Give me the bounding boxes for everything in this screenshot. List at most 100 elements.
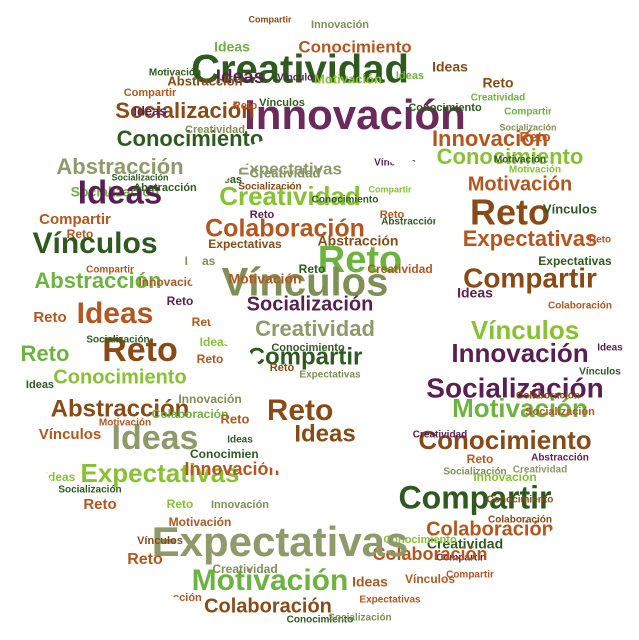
cloud-word: Abstracción (318, 233, 399, 249)
cloud-word: Compartir (124, 87, 177, 99)
cloud-word: Ideas (78, 174, 162, 211)
cloud-word: Colaboración (548, 301, 612, 312)
cloud-word: Socialización (525, 406, 595, 418)
cloud-word: Innovación (178, 392, 241, 406)
cloud-word: Vínculos (405, 572, 455, 586)
cloud-word: Ideas (294, 420, 355, 447)
cloud-word: Compartir (248, 343, 363, 370)
cloud-word: Socialización (443, 467, 506, 478)
cloud-word: Vínculos (543, 201, 597, 216)
cloud-word: Compartir (504, 107, 552, 118)
cloud-word: Creatividad (427, 536, 503, 552)
cloud-word: Expectativas (463, 226, 598, 251)
cloud-word: Motivación (314, 71, 382, 86)
cloud-word: Vínculos (32, 227, 157, 260)
cloud-word: Expectativas (238, 159, 342, 178)
cloud-word: Reto (467, 452, 494, 466)
lightbulb-outline (186, 130, 454, 478)
cloud-word: Socialización (71, 184, 160, 200)
cloud-word: Reto (482, 75, 513, 91)
cloud-word: Reto (221, 411, 250, 426)
cloud-word: Socialización (86, 335, 149, 346)
cloud-word: Reto (380, 209, 405, 221)
cloud-word: Vínculos (137, 535, 183, 547)
cloud-word: Abstracción (133, 182, 197, 194)
cloud-word: Reto (33, 309, 66, 326)
cloud-word: Motivación (468, 173, 572, 195)
cloud-word: Socialización (247, 293, 374, 315)
cloud-word: Ideas (216, 67, 265, 88)
cloud-word: Reto (267, 394, 334, 427)
cloud-word: Ideas (45, 470, 76, 484)
cloud-word: Compartir (399, 479, 552, 515)
cloud-word: Socialización (328, 613, 391, 624)
cloud-word: Ideas (457, 285, 493, 301)
cloud-word: Creatividad (212, 562, 277, 576)
cloud-word: Vínculos (471, 315, 579, 345)
cloud-word: Creatividad (413, 430, 467, 441)
cloud-word: Creatividad (367, 262, 432, 276)
cloud-word: Creatividad (471, 93, 525, 104)
cloud-word: Expectativas (81, 458, 240, 488)
cloud-word: Socialización (111, 172, 168, 182)
cloud-word: Abstracción (56, 154, 183, 179)
cloud-word: Conocimiento (418, 425, 591, 455)
cloud-word: Reto (167, 497, 194, 511)
cloud-word: Motivación (452, 393, 588, 423)
cloud-word: Colaboración (205, 215, 365, 243)
cloud-word: Motivación (494, 155, 546, 166)
cloud-word: Reto (470, 192, 550, 233)
cloud-word: Socialización (115, 98, 254, 123)
cloud-word: Vínculos (277, 73, 319, 84)
cloud-word: Innovación (244, 91, 466, 138)
cloud-word: Innovación (211, 499, 269, 511)
cloud-word: Motivación (99, 418, 151, 429)
cloud-word: Reto (21, 341, 70, 366)
cloud-word: Expectativas (538, 254, 612, 268)
cloud-word: Expectativas (299, 370, 361, 381)
cloud-word: Compartir (86, 265, 134, 276)
cloud-word: Colaboración (488, 515, 552, 526)
cloud-word: Socialización (426, 372, 603, 403)
cloud-word: Innovación (451, 338, 588, 368)
cloud-word: Innovación (311, 19, 369, 31)
cloud-word: Creatividad (250, 165, 321, 180)
cloud-word: Motivación (169, 515, 232, 529)
cloud-word: Vínculos (39, 426, 102, 443)
cloud-word: Abstracción (167, 73, 242, 88)
cloud-word: Conocimiento (298, 37, 411, 56)
cloud-word: Expectativas (152, 518, 409, 565)
cloud-word: Reto (83, 496, 116, 513)
cloud-word: Motivación (228, 271, 301, 287)
cloud-word: Innovación (432, 126, 548, 151)
cloud-word: Conocimiento (487, 495, 554, 506)
cloud-word: Colaboración (372, 544, 487, 564)
cloud-word: Ideas (352, 574, 388, 590)
cloud-word: Creatividad (255, 316, 375, 341)
cloud-word: Reto (299, 262, 326, 276)
cloud-word: Reto (102, 331, 178, 369)
cloud-word: Expectativas (359, 595, 421, 606)
cloud-word: Compartir (463, 262, 597, 293)
cloud-word: Ideas (227, 435, 253, 446)
cloud-word: Vínculos (259, 97, 305, 109)
cloud-word: Creatividad (219, 181, 361, 211)
cloud-word: Creatividad (191, 48, 409, 92)
cloud-word: Compartir (446, 570, 494, 581)
cloud-word: Reto (270, 362, 295, 374)
cloud-word: Colaboración (426, 518, 554, 540)
cloud-word: Conocimiento (190, 447, 270, 461)
cloud-word: Reto (519, 129, 550, 145)
cloud-word: Colaboración (152, 407, 229, 421)
cloud-word: Abstracción (34, 268, 161, 293)
cloud-word: Compartir (248, 14, 292, 24)
cloud-word: Ideas (214, 39, 250, 55)
cloud-word: Compartir (368, 184, 412, 194)
cloud-word: Ideas (26, 379, 54, 391)
cloud-word: Expectativas (208, 237, 282, 251)
cloud-word: Conocimiento (271, 342, 345, 354)
cloud-word: Conocimiento (408, 102, 482, 114)
cloud-word: Abstracción (138, 592, 202, 604)
